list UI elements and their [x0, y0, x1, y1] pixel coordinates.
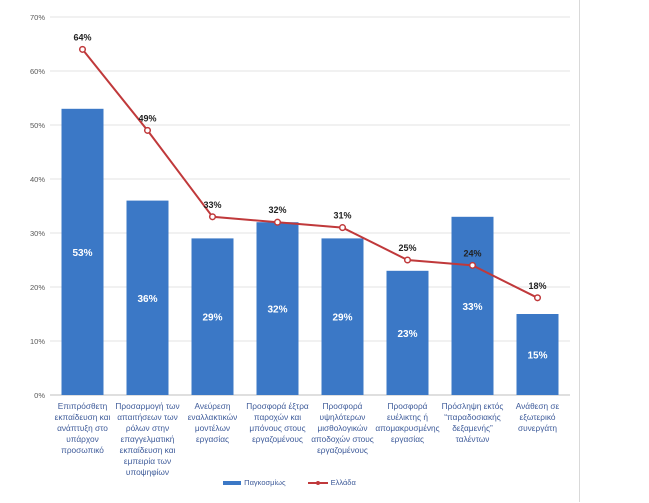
- y-tick-label: 40%: [30, 175, 45, 184]
- x-tick-label: Προσφορά ευέλικτης ή απομακρυσμένης εργα…: [375, 401, 440, 444]
- x-tick-label: Ανάθεση σε εξωτερικό συνεργάτη: [515, 401, 560, 433]
- x-tick-label: Προσαρμογή των απαιτήσεων των ρόλων στην…: [115, 401, 180, 477]
- bar-data-label: 23%: [397, 329, 417, 340]
- y-tick-label: 30%: [30, 229, 45, 238]
- y-tick-label: 60%: [30, 67, 45, 76]
- line-point: [403, 256, 412, 264]
- bar: [126, 200, 169, 395]
- chart-frame: [579, 0, 580, 502]
- bar: [191, 238, 234, 395]
- bar: [451, 216, 494, 395]
- x-tick-label: Προσφορά έξτρα παροχών και μπόνους στους…: [246, 401, 309, 444]
- x-tick-label: Ανεύρεση εναλλακτικών μοντέλων εργασίας: [187, 401, 238, 444]
- line-point: [338, 224, 347, 232]
- line-data-label: 31%: [333, 211, 351, 221]
- y-tick-label: 70%: [30, 13, 45, 22]
- bar-data-label: 29%: [332, 313, 352, 324]
- y-tick-label: 20%: [30, 283, 45, 292]
- line-point: [78, 45, 87, 53]
- bar-data-label: 36%: [137, 294, 157, 305]
- line-point: [468, 261, 477, 269]
- bar-data-label: 15%: [527, 351, 547, 362]
- x-tick-label: Προσφορά υψηλότερων μισθολογικών αποδοχώ…: [311, 401, 374, 455]
- y-tick-label: 50%: [30, 121, 45, 130]
- legend-item-greece: Ελλάδα: [307, 478, 356, 487]
- y-tick-label: 10%: [30, 337, 45, 346]
- bar: [386, 270, 429, 395]
- bar-data-label: 53%: [72, 248, 92, 259]
- line-data-label: 32%: [268, 205, 286, 215]
- line-data-label: 18%: [528, 281, 546, 291]
- bar-data-label: 32%: [267, 305, 287, 316]
- line-data-label: 25%: [398, 243, 416, 253]
- bar: [321, 238, 364, 395]
- y-tick-label: 0%: [34, 391, 45, 400]
- line-data-label: 33%: [203, 200, 221, 210]
- bar-data-label: 29%: [202, 313, 222, 324]
- line-point: [533, 294, 542, 302]
- x-tick-label: Πρόσληψη εκτός “παραδοσιακής δεξαμενής” …: [441, 401, 504, 444]
- line-series: [81, 48, 538, 299]
- bar: [516, 314, 559, 395]
- line-point: [208, 213, 217, 221]
- line-data-label: 24%: [463, 248, 481, 258]
- bar-data-label: 33%: [462, 302, 482, 313]
- line-point: [273, 218, 282, 226]
- line-data-label: 64%: [73, 32, 91, 42]
- legend: Παγκοσμίως Ελλάδα: [0, 478, 579, 487]
- bar: [61, 108, 104, 396]
- line-data-label: 49%: [138, 113, 156, 123]
- line-point: [143, 126, 152, 134]
- legend-item-global: Παγκοσμίως: [223, 478, 286, 487]
- x-tick-label: Επιπρόσθετη εκπαίδευση και ανάπτυξη στο …: [54, 401, 111, 455]
- bar: [256, 222, 299, 395]
